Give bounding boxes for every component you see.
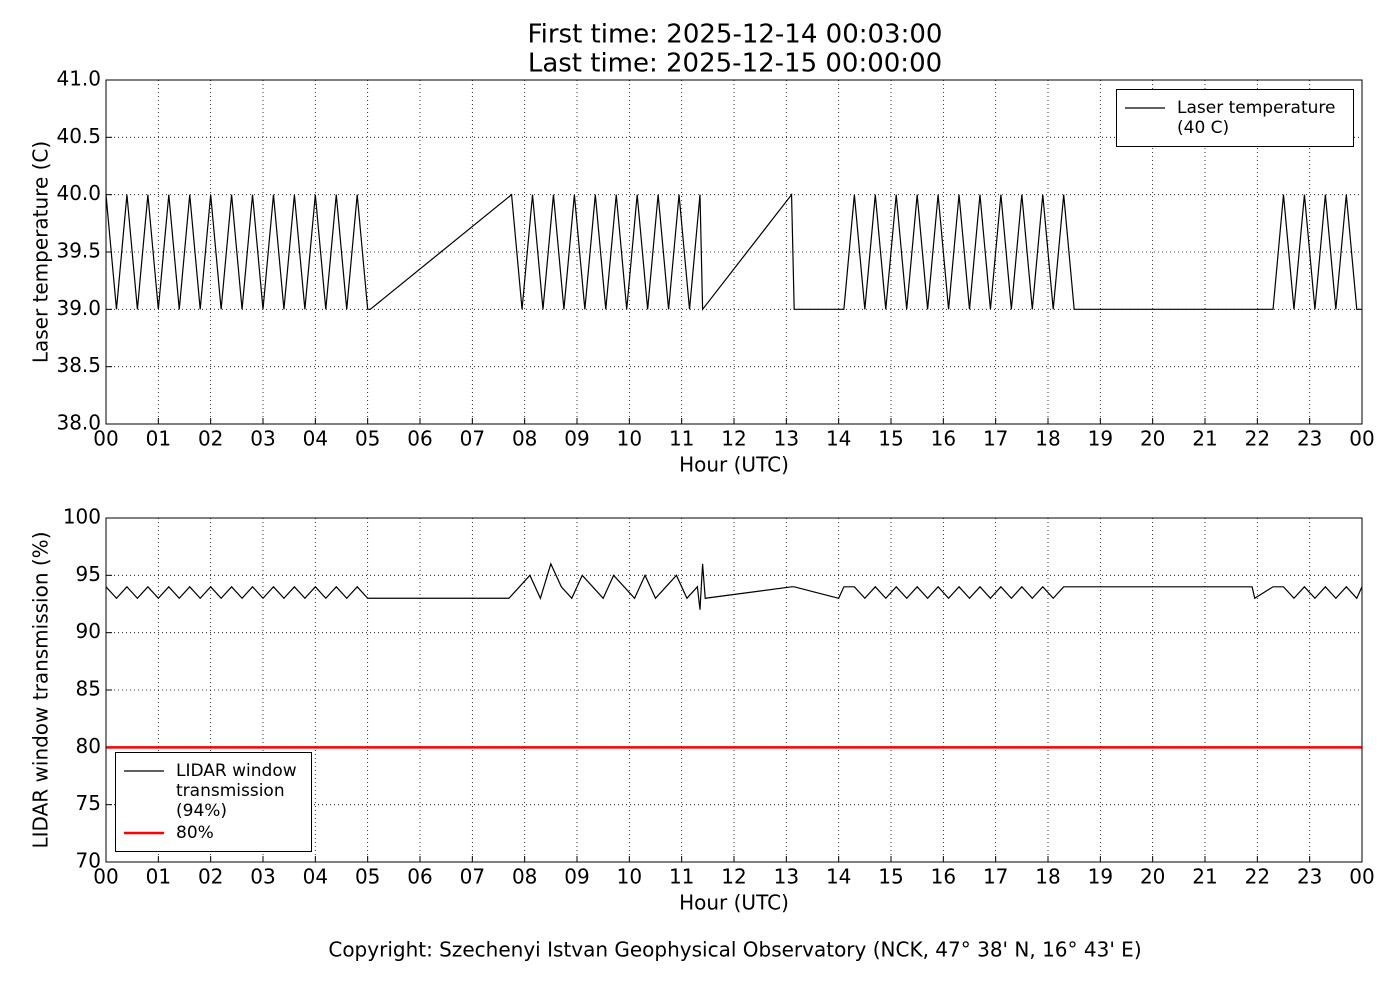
x-tick-label: 04 <box>303 865 328 889</box>
x-tick-label: 07 <box>460 427 485 451</box>
x-tick-label: 16 <box>931 427 956 451</box>
x-tick-label: 06 <box>407 865 432 889</box>
x-tick-label: 00 <box>1349 865 1374 889</box>
x-tick-label: 11 <box>669 427 694 451</box>
legend-label: 80% <box>176 823 214 843</box>
legend-entry: LIDAR window transmission (94%) <box>124 761 303 821</box>
y-tick-label: 39.5 <box>56 239 101 263</box>
x-tick-label: 22 <box>1245 427 1270 451</box>
plot-frame <box>105 517 1363 863</box>
legend-entry: Laser temperature (40 C) <box>1125 98 1345 138</box>
x-tick-label: 12 <box>721 865 746 889</box>
x-tick-label: 16 <box>931 865 956 889</box>
x-tick-label: 05 <box>355 865 380 889</box>
y-tick-label: 38.0 <box>56 411 101 435</box>
x-tick-label: 23 <box>1297 865 1322 889</box>
x-tick-label: 21 <box>1192 427 1217 451</box>
x-tick-label: 14 <box>826 427 851 451</box>
x-tick-label: 17 <box>983 865 1008 889</box>
legend-swatch <box>124 770 164 772</box>
x-tick-label: 15 <box>878 865 903 889</box>
y-tick-label: 38.5 <box>56 353 101 377</box>
x-tick-label: 19 <box>1088 427 1113 451</box>
y-tick-label: 41.0 <box>56 67 101 91</box>
y-tick-label: 95 <box>76 562 101 586</box>
x-tick-label: 20 <box>1140 427 1165 451</box>
x-tick-label: 21 <box>1192 865 1217 889</box>
x-tick-label: 01 <box>146 865 171 889</box>
x-tick-label: 13 <box>774 865 799 889</box>
data-line <box>105 192 1362 312</box>
x-tick-label: 03 <box>250 865 275 889</box>
x-tick-label: 10 <box>617 865 642 889</box>
x-tick-label: 15 <box>878 427 903 451</box>
x-tick-label: 12 <box>721 427 746 451</box>
x-tick-label: 00 <box>1349 427 1374 451</box>
legend-swatch <box>1125 107 1165 109</box>
x-tick-label: 10 <box>617 427 642 451</box>
y-tick-label: 40.0 <box>56 181 101 205</box>
y-tick-label: 75 <box>76 791 101 815</box>
legend-label: LIDAR window transmission (94%) <box>176 761 297 821</box>
x-tick-label: 14 <box>826 865 851 889</box>
x-tick-label: 17 <box>983 427 1008 451</box>
x-axis-label: Hour (UTC) <box>679 891 789 915</box>
legend-label: Laser temperature (40 C) <box>1177 98 1336 138</box>
x-tick-label: 06 <box>407 427 432 451</box>
x-tick-label: 02 <box>198 427 223 451</box>
x-tick-label: 11 <box>669 865 694 889</box>
y-tick-label: 85 <box>76 677 101 701</box>
footer: Copyright: Szechenyi Istvan Geophysical … <box>328 938 1141 962</box>
y-axis-label: LIDAR window transmission (%) <box>29 532 53 849</box>
chart-subtitle: Last time: 2025-12-15 00:00:00 <box>528 49 942 79</box>
x-tick-label: 08 <box>512 427 537 451</box>
x-tick-label: 19 <box>1088 865 1113 889</box>
x-axis-label: Hour (UTC) <box>679 453 789 477</box>
y-tick-label: 70 <box>76 849 101 873</box>
x-tick-label: 05 <box>355 427 380 451</box>
x-tick-label: 22 <box>1245 865 1270 889</box>
plot-frame <box>105 79 1363 425</box>
chart-title: First time: 2025-12-14 00:03:00 <box>528 20 943 50</box>
x-tick-label: 07 <box>460 865 485 889</box>
x-tick-label: 09 <box>564 427 589 451</box>
x-tick-label: 08 <box>512 865 537 889</box>
legend: LIDAR window transmission (94%) 80% <box>115 752 312 852</box>
legend-swatch <box>124 831 164 835</box>
legend: Laser temperature (40 C) <box>1116 89 1354 147</box>
legend-entry: 80% <box>124 823 303 843</box>
x-tick-label: 18 <box>1035 427 1060 451</box>
x-tick-label: 23 <box>1297 427 1322 451</box>
x-tick-label: 20 <box>1140 865 1165 889</box>
data-line <box>105 562 1363 610</box>
y-tick-label: 80 <box>76 734 101 758</box>
x-tick-label: 18 <box>1035 865 1060 889</box>
x-tick-label: 00 <box>93 427 118 451</box>
x-tick-label: 09 <box>564 865 589 889</box>
x-tick-label: 04 <box>303 427 328 451</box>
x-tick-label: 03 <box>250 427 275 451</box>
x-tick-label: 13 <box>774 427 799 451</box>
y-axis-label: Laser temperature (C) <box>29 141 53 363</box>
y-tick-label: 39.0 <box>56 296 101 320</box>
x-tick-label: 00 <box>93 865 118 889</box>
x-tick-label: 02 <box>198 865 223 889</box>
y-tick-label: 100 <box>63 505 101 529</box>
x-tick-label: 01 <box>146 427 171 451</box>
y-tick-label: 40.5 <box>56 124 101 148</box>
y-tick-label: 90 <box>76 619 101 643</box>
